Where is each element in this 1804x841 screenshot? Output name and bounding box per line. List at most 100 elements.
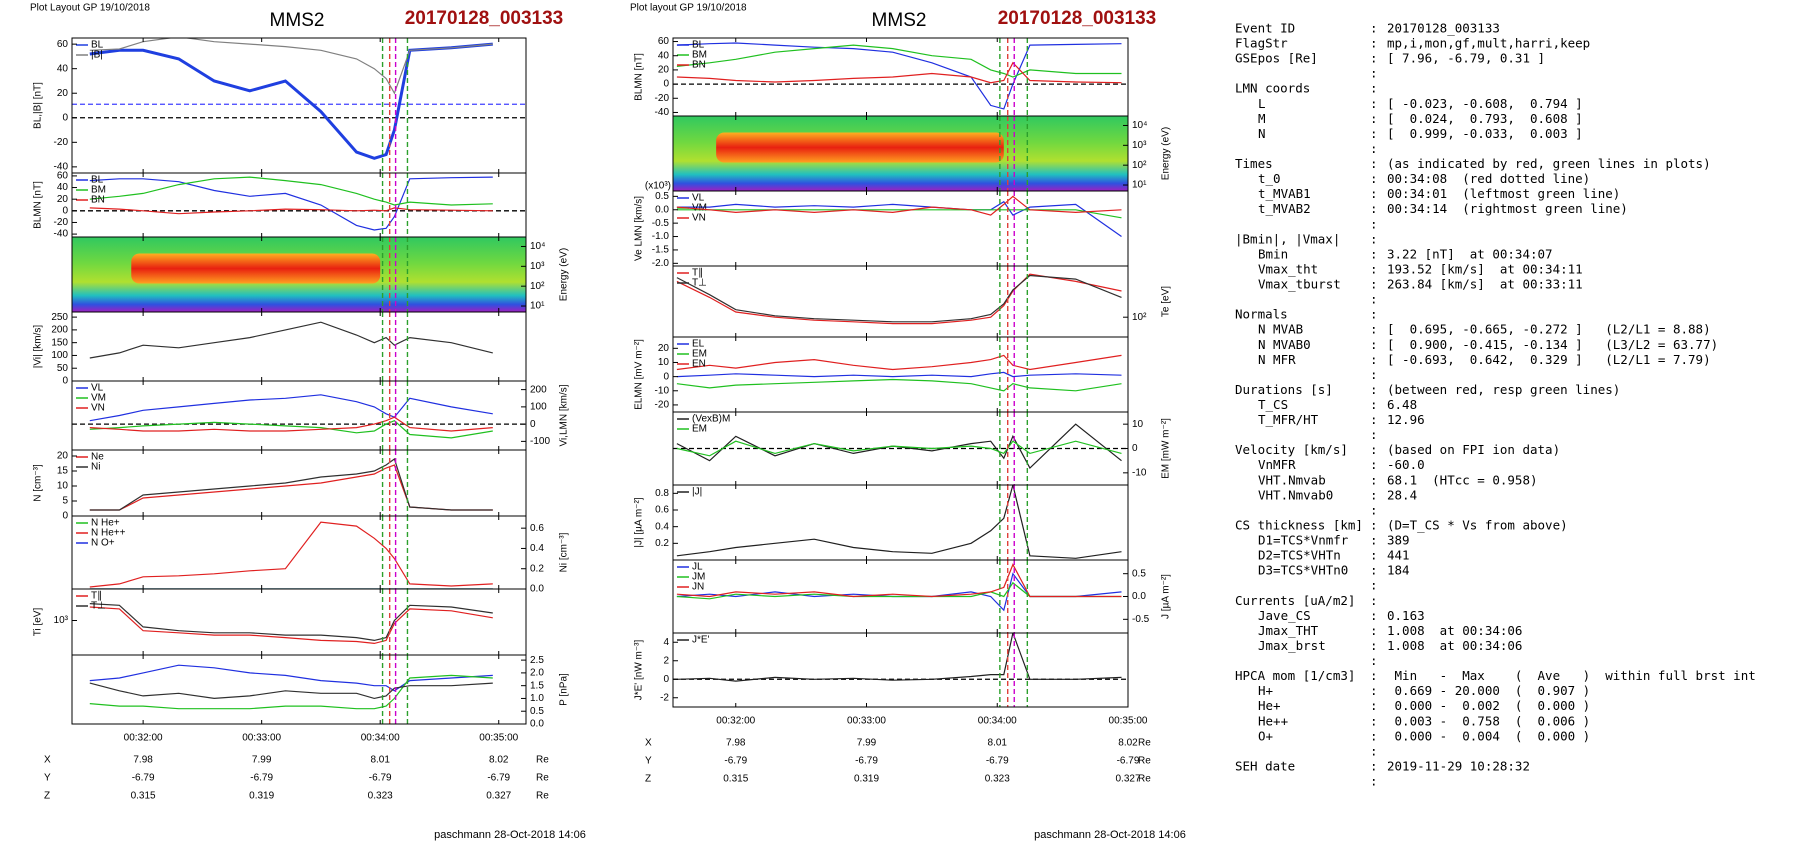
info-value: 12.96	[1387, 412, 1425, 427]
legend-label: N He+	[91, 518, 120, 529]
y-axis-label: BLMN [nT]	[33, 181, 44, 229]
series-line	[676, 563, 1122, 598]
info-value: [ 7.96, -6.79, 0.31 ]	[1387, 51, 1545, 66]
info-separator: :	[1370, 51, 1378, 66]
y-tick-label: -1.0	[652, 231, 670, 242]
info-key: Normals	[1235, 307, 1288, 322]
series-line	[676, 633, 1122, 682]
position-value: 0.319	[249, 791, 274, 802]
position-value: 8.02	[1118, 738, 1138, 749]
position-unit: Re	[536, 791, 549, 802]
y-tick-label: 10²	[530, 281, 545, 292]
info-value: 00:34:14 (rightmost green line)	[1387, 201, 1628, 216]
y-tick-label: 0.5	[1132, 568, 1146, 579]
y-axis-label: BL,|B| [nT]	[33, 82, 44, 129]
info-key: FlagStr	[1235, 36, 1288, 51]
y-tick-label: 40	[658, 50, 670, 61]
x-tick-label: 00:32:00	[124, 733, 163, 744]
spectrogram-band	[716, 132, 1004, 163]
y-tick-label: 20	[658, 65, 670, 76]
y-axis-label: J [µA m⁻²]	[1161, 574, 1172, 619]
y-tick-label: 0.5	[530, 706, 544, 717]
info-separator: :	[1370, 653, 1378, 668]
y-tick-label: 200	[530, 384, 547, 395]
info-key: LMN coords	[1235, 81, 1310, 96]
position-label: Y	[44, 773, 51, 784]
legend-label: JM	[692, 572, 705, 583]
position-label: Z	[645, 774, 651, 785]
y-tick-label: 0.8	[655, 488, 669, 499]
y-tick-label: 60	[57, 39, 69, 50]
info-key: t_0	[1258, 171, 1281, 186]
info-key: D3=TCS*VHTn0	[1258, 563, 1348, 578]
series-line	[89, 42, 493, 160]
info-key: N	[1258, 126, 1266, 141]
info-value: (based on FPI ion data)	[1387, 442, 1560, 457]
y-axis-label: Energy (eV)	[559, 248, 570, 301]
info-key: HPCA mom [1/cm3]	[1235, 668, 1355, 683]
legend-label: (VexB)M	[692, 414, 730, 425]
series-line	[89, 38, 493, 95]
y-tick-label: -40	[54, 229, 69, 240]
position-unit: Re	[1138, 738, 1151, 749]
info-key: N MVAB0	[1258, 337, 1311, 352]
info-separator: :	[1370, 337, 1378, 352]
y-tick-label: -20	[54, 137, 69, 148]
legend-label: VL	[692, 193, 705, 204]
series-line	[89, 207, 493, 215]
y-tick-label: 100	[530, 402, 547, 413]
x-tick-label: 00:33:00	[847, 716, 886, 727]
info-value: -60.0	[1387, 457, 1425, 472]
y-tick-label: 0.2	[655, 538, 669, 549]
panel-frame	[71, 380, 527, 451]
info-separator: :	[1370, 638, 1378, 653]
y-tick-label: 10³	[530, 261, 545, 272]
spectrogram-band	[131, 253, 381, 284]
info-key: Jmax_brst	[1258, 638, 1326, 653]
info-separator: :	[1370, 156, 1378, 171]
position-value: -6.79	[855, 756, 878, 767]
info-separator: :	[1370, 307, 1378, 322]
info-separator: :	[1370, 578, 1378, 593]
info-value: [ -0.023, -0.608, 0.794 ]	[1387, 96, 1583, 111]
info-separator: :	[1370, 427, 1378, 442]
series-line	[89, 674, 493, 710]
y-tick-label: -20	[655, 400, 670, 411]
info-key: Currents [uA/m2]	[1235, 593, 1355, 608]
panel-frame	[71, 588, 527, 656]
legend-label: JL	[692, 562, 703, 573]
info-key: Jave_CS	[1258, 608, 1311, 623]
y-axis-label: ELMN [mV m⁻²]	[634, 339, 645, 410]
y-tick-label: -40	[54, 162, 69, 173]
info-separator: :	[1370, 231, 1378, 246]
y-tick-label: 0	[663, 674, 669, 685]
series-line	[89, 606, 493, 645]
info-key: H+	[1258, 683, 1273, 698]
series-line	[89, 682, 493, 700]
y-tick-label: -2.0	[652, 258, 670, 269]
info-separator: :	[1370, 367, 1378, 382]
info-value: [ 0.900, -0.415, -0.134 ] (L3/L2 = 63.77…	[1387, 337, 1718, 352]
position-label: X	[44, 755, 51, 766]
y-tick-label: 10	[57, 481, 69, 492]
info-value: 389	[1387, 533, 1410, 548]
chart-subtitle: 20170128_003133	[998, 8, 1157, 29]
info-key: L	[1258, 96, 1266, 111]
info-separator: :	[1370, 623, 1378, 638]
panel: 0.0 0.5 1.0 1.52.0 2.5 P [nPa]	[71, 654, 570, 730]
info-separator: :	[1370, 382, 1378, 397]
series-line	[89, 176, 493, 231]
panel-frame	[672, 632, 1129, 708]
info-separator: :	[1370, 502, 1378, 517]
info-separator: :	[1370, 698, 1378, 713]
info-key: N MFR	[1258, 352, 1296, 367]
info-separator: :	[1370, 668, 1378, 683]
y-tick-label: 10	[1132, 419, 1144, 430]
footer: paschmann 28-Oct-2018 14:06	[1034, 829, 1186, 841]
y-axis-label: EM [mW m⁻²]	[1161, 418, 1172, 479]
info-value: 68.1 (HTcc = 0.958)	[1387, 472, 1538, 487]
